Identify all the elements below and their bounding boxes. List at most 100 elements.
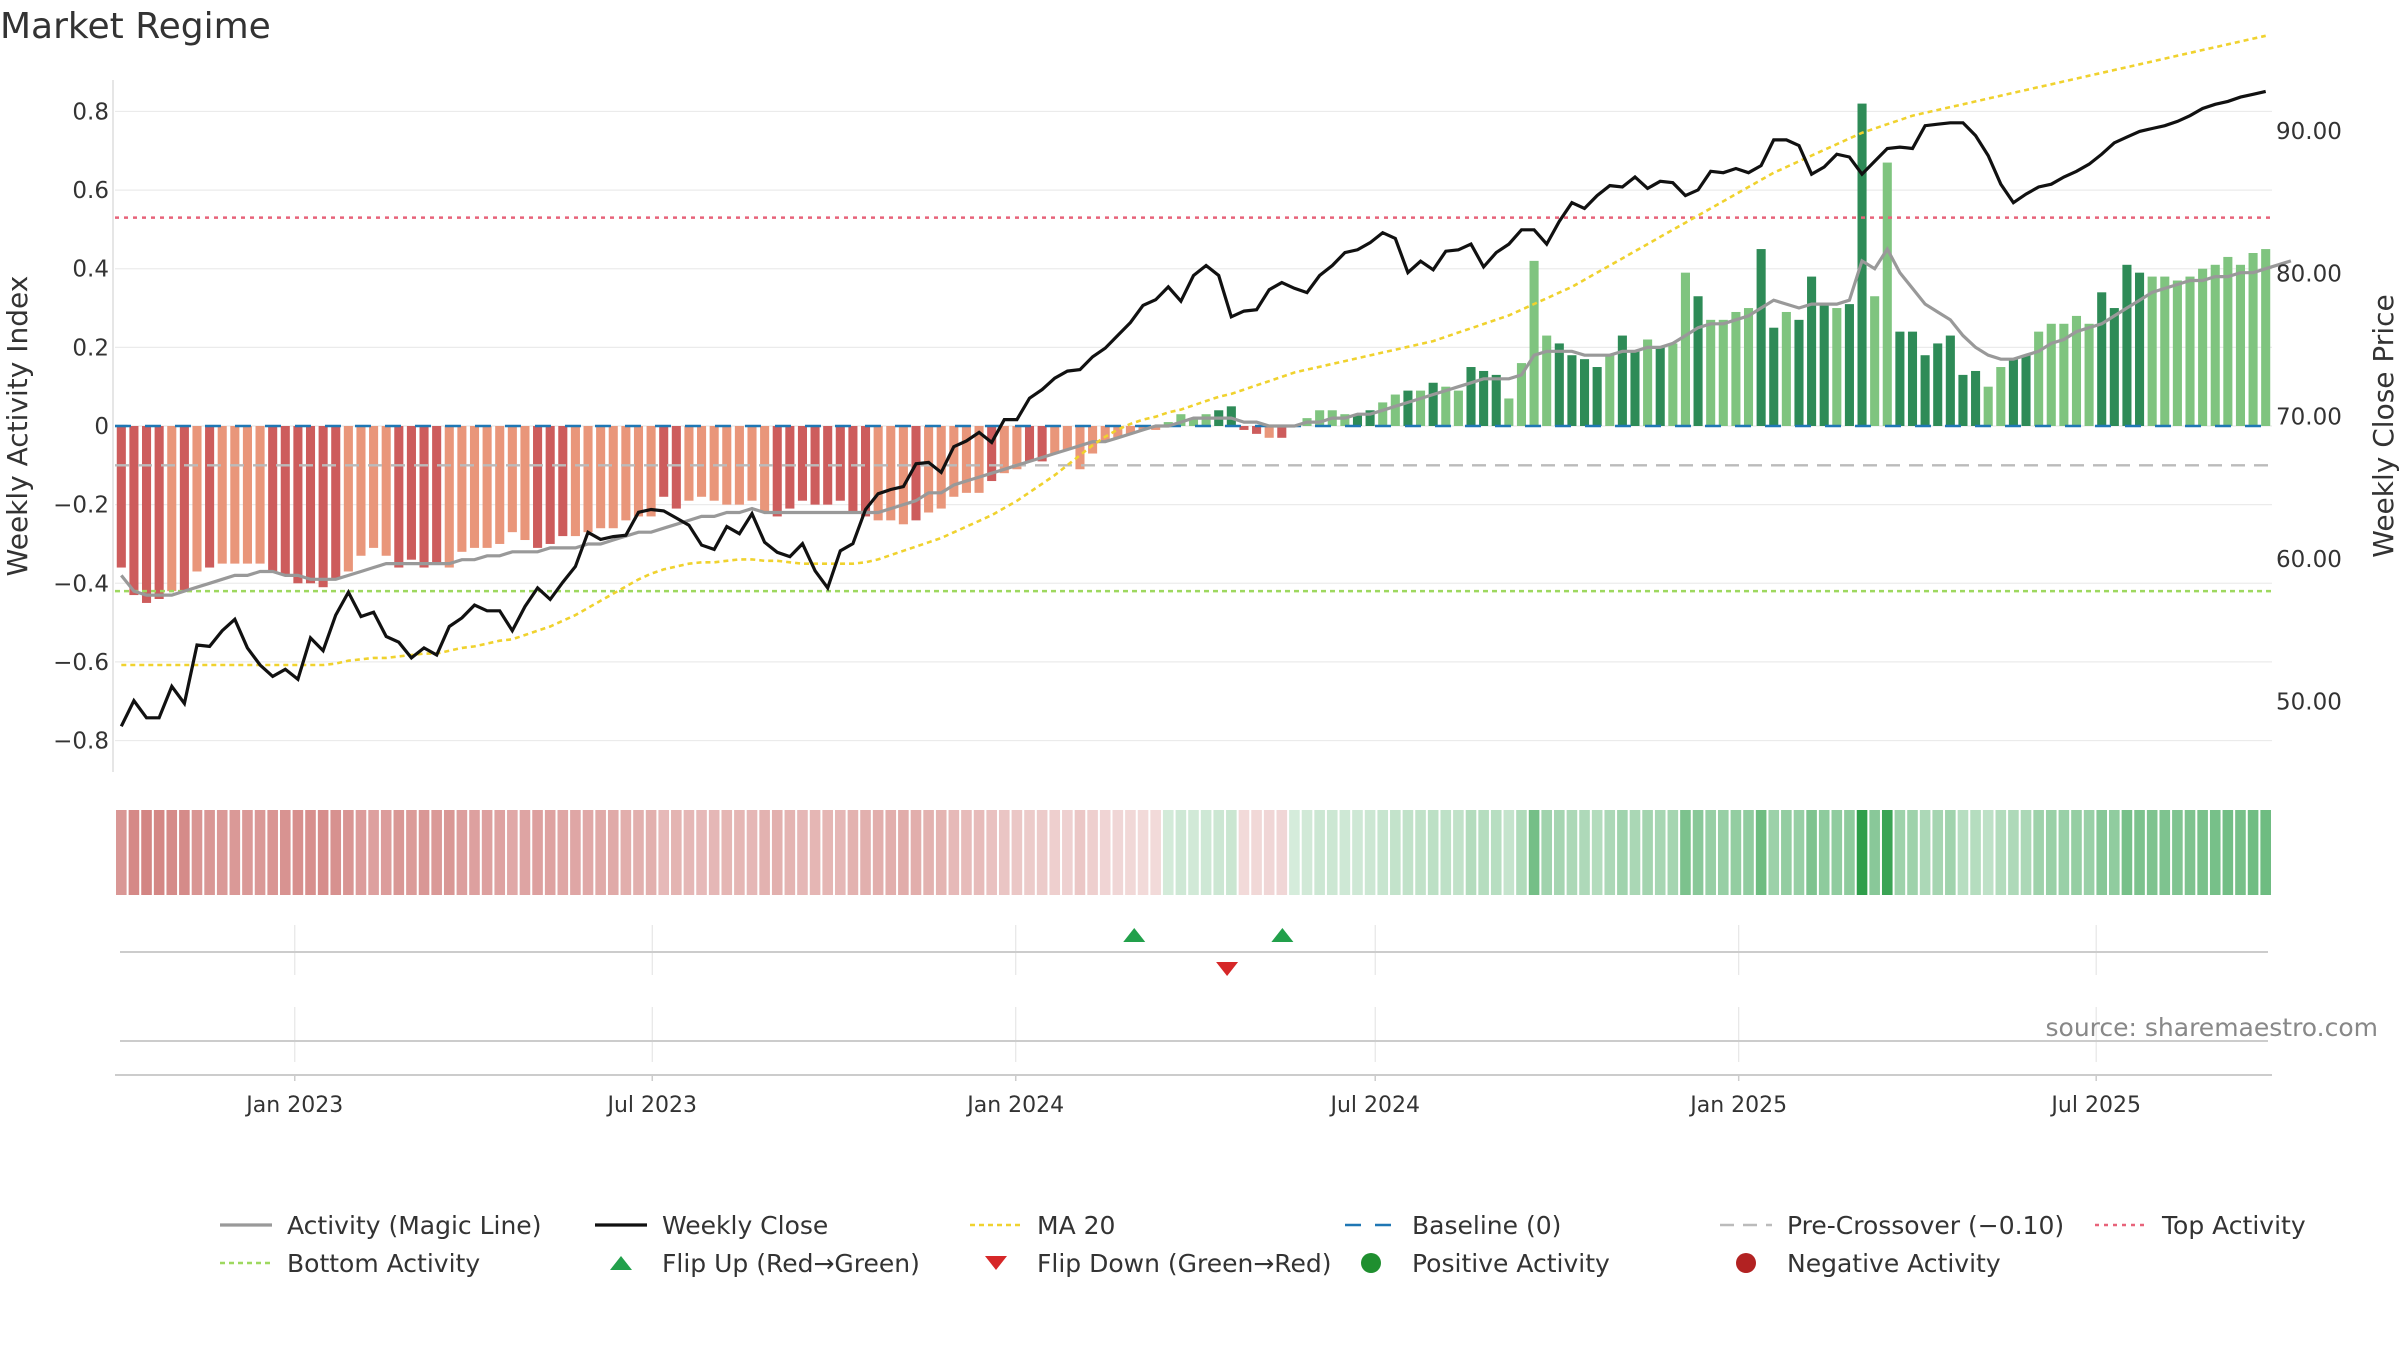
activity-bar xyxy=(1819,304,1829,426)
activity-bar xyxy=(280,426,290,576)
activity-bar xyxy=(2071,315,2082,426)
activity-bar xyxy=(2097,292,2107,426)
activity-bar xyxy=(2135,272,2145,426)
heat-cell xyxy=(910,810,922,895)
heat-cell xyxy=(431,810,442,895)
heat-cell xyxy=(570,810,581,895)
heat-cell xyxy=(1982,810,1994,895)
activity-bar xyxy=(2185,276,2195,426)
ma20-line xyxy=(121,34,2266,667)
heat-cell xyxy=(1024,810,1035,895)
activity-bar xyxy=(1579,359,1590,426)
activity-bar xyxy=(848,426,858,513)
heat-cell xyxy=(2071,810,2082,895)
activity-bar xyxy=(1680,272,1690,426)
activity-bar xyxy=(823,426,833,505)
heat-cell xyxy=(948,810,960,895)
activity-bar xyxy=(1315,410,1325,426)
heat-cell xyxy=(1276,810,1288,895)
heat-cell xyxy=(1970,810,1981,895)
activity-bar xyxy=(1554,343,1564,426)
activity-bar xyxy=(1983,386,1993,426)
heat-cell xyxy=(116,810,127,895)
y2-tick-label: 70.00 xyxy=(2276,404,2342,430)
heat-cell xyxy=(1137,810,1149,895)
activity-bar xyxy=(1352,414,1363,426)
activity-bar xyxy=(381,426,391,556)
heat-cell xyxy=(784,810,796,895)
activity-bar xyxy=(1188,418,1199,426)
heat-cell xyxy=(532,810,543,895)
heat-cell xyxy=(1390,810,1401,895)
activity-bar xyxy=(1756,249,1766,426)
legend-item-negdot: Negative Activity xyxy=(1715,1248,2001,1278)
activity-bar xyxy=(167,426,177,592)
heat-cell xyxy=(1188,810,1199,895)
activity-bar xyxy=(1024,426,1035,462)
heat-cell xyxy=(1238,810,1250,895)
activity-bar xyxy=(1239,426,1249,430)
y-tick-label: 0.6 xyxy=(72,178,109,204)
activity-bar xyxy=(987,426,997,482)
heat-cell xyxy=(1869,810,1880,895)
y-axis-title: Weekly Activity Index xyxy=(1,276,34,577)
heat-cell xyxy=(1087,810,1098,895)
activity-bar xyxy=(1491,374,1501,426)
heat-cell xyxy=(986,810,997,895)
heat-cell xyxy=(1680,810,1691,895)
activity-bar xyxy=(911,426,921,521)
flip-down-marker xyxy=(1216,962,1239,976)
activity-bar xyxy=(419,426,429,568)
x-tick-label: Jul 2023 xyxy=(606,1093,698,1118)
heat-cell xyxy=(582,810,594,895)
activity-bar xyxy=(1403,390,1413,426)
y-tick-label: −0.6 xyxy=(53,650,109,676)
legend-swatch-precross xyxy=(1720,1223,1772,1227)
x-tick-label: Jan 2025 xyxy=(1688,1093,1787,1118)
x-tick-label: Jan 2023 xyxy=(244,1093,343,1118)
activity-bar xyxy=(154,426,164,599)
heat-cell xyxy=(1162,810,1174,895)
activity-bar xyxy=(1958,374,1968,426)
heat-cell xyxy=(633,810,644,895)
heat-cell xyxy=(494,810,506,895)
grid-lines xyxy=(115,110,2272,1062)
activity-bar xyxy=(1996,367,2006,426)
activity-bar xyxy=(1504,398,1514,426)
heat-cell xyxy=(696,810,707,895)
activity-bar xyxy=(1428,382,1438,426)
heat-cell xyxy=(368,810,379,895)
legend-item-precross: Pre-Crossover (−0.10) xyxy=(1715,1210,2064,1240)
heat-cell xyxy=(1642,810,1653,895)
heat-cell xyxy=(1175,810,1187,895)
heat-cell xyxy=(481,810,493,895)
heat-cell xyxy=(153,810,165,895)
activity-bar xyxy=(242,426,252,564)
heat-cell xyxy=(1806,810,1817,895)
heat-cell xyxy=(1528,810,1540,895)
activity-bar xyxy=(1706,319,1716,426)
heat-cell xyxy=(1036,810,1048,895)
activity-bar xyxy=(1378,402,1388,426)
activity-bar xyxy=(305,426,316,584)
flip-up-marker xyxy=(1123,928,1146,942)
heat-cell xyxy=(721,810,733,895)
activity-bar xyxy=(974,426,984,493)
heat-cell xyxy=(2096,810,2108,895)
activity-bar xyxy=(2109,308,2119,426)
flip-markers xyxy=(120,928,2268,1042)
heat-cell xyxy=(393,810,405,895)
legend-swatch-flipdown xyxy=(985,1256,1007,1270)
activity-bar xyxy=(507,426,517,533)
heat-cell xyxy=(734,810,745,895)
heat-cell xyxy=(1856,810,1868,895)
activity-bar xyxy=(457,426,467,552)
heat-cell xyxy=(923,810,934,895)
activity-bar xyxy=(1920,355,1930,426)
heat-cell xyxy=(418,810,430,895)
activity-bar xyxy=(1529,260,1539,426)
activity-bar xyxy=(1668,343,1678,426)
heat-cell xyxy=(1011,810,1023,895)
heat-cell xyxy=(2121,810,2133,895)
activity-bar xyxy=(217,426,227,564)
